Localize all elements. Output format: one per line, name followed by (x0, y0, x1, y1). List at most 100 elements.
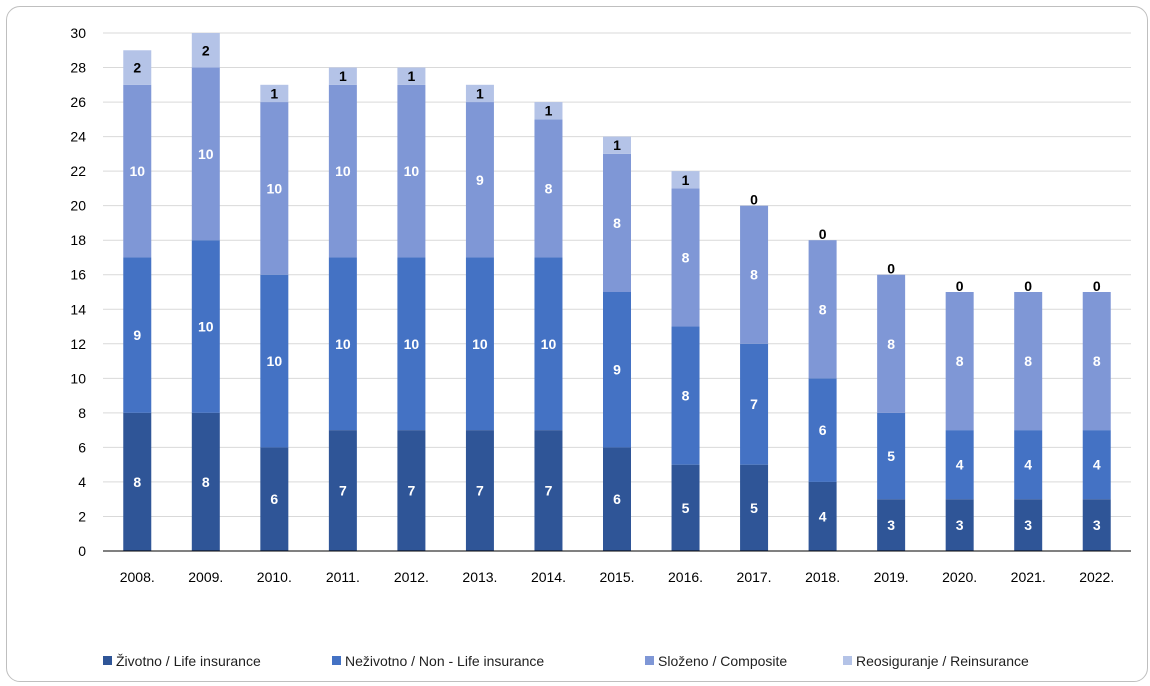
data-label: 5 (750, 500, 758, 516)
y-tick-label: 22 (70, 163, 86, 179)
bar-segment (328, 84, 357, 258)
data-label: 6 (819, 422, 827, 438)
data-label: 8 (613, 215, 621, 231)
data-label: 3 (1093, 517, 1101, 533)
data-label: 10 (404, 163, 420, 179)
bar-segment (877, 412, 906, 500)
bar-segment (1082, 430, 1111, 500)
bar-segment (808, 378, 837, 482)
data-label: 1 (270, 85, 278, 101)
data-label: 8 (887, 336, 895, 352)
bar-segment (328, 430, 357, 551)
data-label: 10 (267, 353, 283, 369)
y-tick-label: 28 (70, 60, 86, 76)
bar-segment (123, 257, 152, 413)
data-label: 8 (1024, 353, 1032, 369)
x-tick-label: 2019. (874, 569, 909, 585)
data-label: 0 (750, 192, 758, 208)
bar-segment (397, 257, 426, 431)
bar-segment (740, 464, 769, 551)
x-tick-label: 2009. (188, 569, 223, 585)
data-label: 10 (198, 146, 214, 162)
legend-swatch (332, 656, 341, 665)
bar-segment (671, 326, 700, 465)
legend-label: Neživotno / Non - Life insurance (345, 653, 544, 669)
bar-segment (1014, 430, 1043, 500)
bar-segment (603, 447, 631, 551)
x-tick-label: 2016. (668, 569, 703, 585)
x-tick-label: 2020. (942, 569, 977, 585)
data-label: 8 (819, 301, 827, 317)
x-tick-label: 2017. (737, 569, 772, 585)
bar-segment (260, 102, 289, 275)
bar-segment (465, 84, 494, 103)
y-tick-label: 20 (70, 198, 86, 214)
data-label: 7 (408, 483, 416, 499)
data-label: 1 (408, 68, 416, 84)
bar-segment (397, 67, 426, 85)
data-label: 8 (682, 388, 690, 404)
data-label: 5 (682, 500, 690, 516)
x-tick-label: 2012. (394, 569, 429, 585)
legend-label: Životno / Life insurance (116, 653, 261, 669)
data-label: 6 (613, 491, 621, 507)
data-label: 0 (956, 278, 964, 294)
bar-segment (1014, 499, 1043, 551)
data-label: 10 (404, 336, 420, 352)
data-label: 1 (545, 103, 553, 119)
bar-segment (191, 67, 220, 241)
y-tick-label: 26 (70, 94, 86, 110)
bar-segment (1082, 499, 1111, 551)
y-tick-label: 10 (70, 370, 86, 386)
data-label: 10 (472, 336, 488, 352)
data-label: 0 (887, 261, 895, 277)
bar-segment (260, 84, 289, 103)
data-label: 10 (335, 336, 351, 352)
bar-segment (328, 67, 357, 85)
bar-segment (1082, 292, 1111, 431)
data-label: 9 (613, 362, 621, 378)
y-tick-label: 8 (78, 405, 86, 421)
bar-segment (808, 240, 837, 379)
bar-segment (945, 292, 974, 431)
bar-segment (534, 257, 563, 431)
data-label: 10 (198, 319, 214, 335)
x-tick-label: 2010. (257, 569, 292, 585)
y-tick-label: 18 (70, 232, 86, 248)
bar-segment (877, 499, 906, 551)
bar-segment (740, 205, 769, 344)
data-label: 8 (956, 353, 964, 369)
bar-segment (123, 412, 152, 551)
data-label: 2 (202, 42, 210, 58)
data-label: 4 (1024, 457, 1032, 473)
data-label: 10 (335, 163, 351, 179)
bar-segment (603, 153, 631, 292)
data-label: 9 (476, 172, 484, 188)
bar-segment (397, 84, 426, 258)
data-label: 3 (887, 517, 895, 533)
data-label: 7 (339, 483, 347, 499)
data-label: 0 (1024, 278, 1032, 294)
bar-segment (397, 430, 426, 551)
bar-segment (465, 257, 494, 431)
x-tick-label: 2022. (1079, 569, 1114, 585)
data-label: 8 (682, 249, 690, 265)
y-tick-label: 16 (70, 267, 86, 283)
y-tick-label: 2 (78, 508, 86, 524)
data-label: 3 (1024, 517, 1032, 533)
data-labels: 8910281010261010171010171010171091710816… (129, 42, 1100, 533)
bar-segment (465, 430, 494, 551)
bar-segment (877, 274, 906, 413)
bar-segment (191, 412, 220, 551)
bar-segment (123, 50, 152, 85)
data-label: 4 (819, 508, 827, 524)
bar-segment (671, 171, 700, 189)
y-tick-label: 12 (70, 336, 86, 352)
legend: Životno / Life insurance Neživotno / Non … (103, 653, 1029, 669)
x-tick-label: 2018. (805, 569, 840, 585)
data-label: 8 (133, 474, 141, 490)
data-label: 4 (956, 457, 964, 473)
bar-segment (740, 343, 769, 465)
